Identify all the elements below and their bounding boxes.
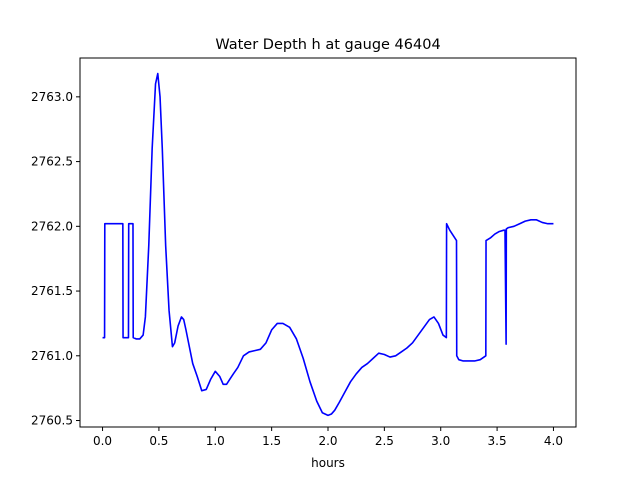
x-tick-label: 2.0 xyxy=(318,434,337,448)
y-axis: 2760.5 2761.0 2761.5 2762.0 2762.5 2763.0 xyxy=(31,90,80,428)
y-tick-label: 2763.0 xyxy=(31,90,73,104)
y-tick-label: 2761.5 xyxy=(31,284,73,298)
chart-title: Water Depth h at gauge 46404 xyxy=(215,37,440,53)
series-layer xyxy=(102,72,554,417)
x-tick-label: 4.0 xyxy=(544,434,563,448)
x-axis: 0.0 0.5 1.0 1.5 2.0 2.5 3.0 3.5 4.0 xyxy=(93,427,563,448)
series-line-0 xyxy=(102,72,554,417)
x-tick-label: 0.0 xyxy=(93,434,112,448)
x-tick-label: 1.5 xyxy=(262,434,281,448)
y-tick-label: 2762.0 xyxy=(31,219,73,233)
x-tick-label: 0.5 xyxy=(149,434,168,448)
x-tick-label: 3.0 xyxy=(431,434,450,448)
x-tick-label: 2.5 xyxy=(375,434,394,448)
y-tick-label: 2762.5 xyxy=(31,155,73,169)
x-tick-label: 3.5 xyxy=(488,434,507,448)
plot-area xyxy=(80,58,576,427)
y-tick-label: 2761.0 xyxy=(31,349,73,363)
x-tick-label: 1.0 xyxy=(206,434,225,448)
x-axis-label: hours xyxy=(311,456,345,470)
y-tick-label: 2760.5 xyxy=(31,414,73,428)
